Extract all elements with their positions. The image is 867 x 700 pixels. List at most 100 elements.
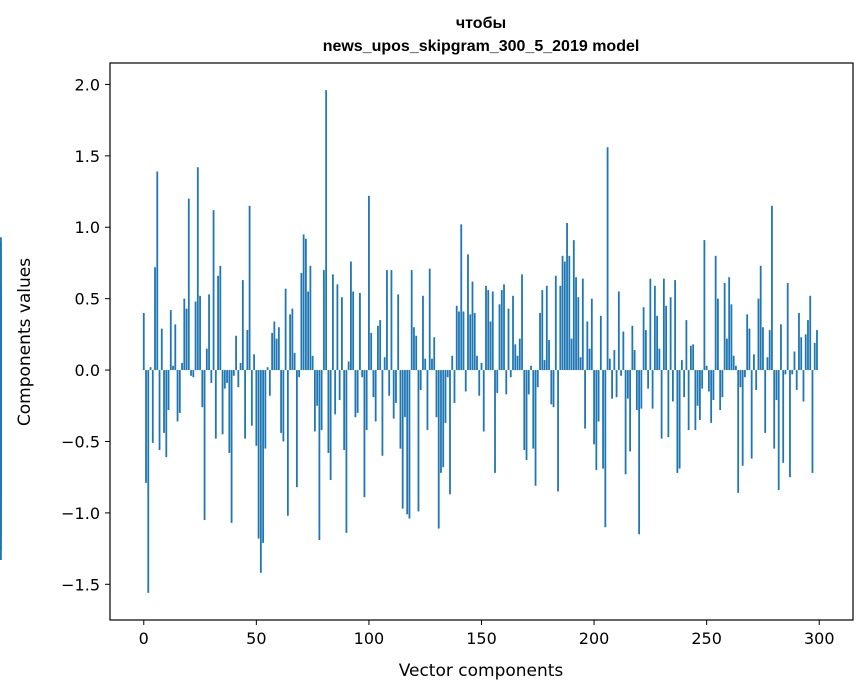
bar-component-73 — [307, 291, 310, 371]
bar-component-295 — [807, 320, 809, 371]
bar-component-152 — [485, 285, 487, 371]
bar-component-undefined — [0, 370, 2, 551]
bar-component-248 — [701, 370, 704, 389]
bar-component-99 — [365, 370, 368, 431]
bar-component-8 — [160, 328, 163, 371]
bar-component-159 — [500, 290, 503, 371]
bar-component-266 — [741, 370, 744, 466]
bar-component-262 — [732, 355, 735, 371]
bar-component-61 — [280, 370, 283, 433]
bar-component-228 — [656, 315, 659, 371]
x-tick-label: 50 — [246, 629, 266, 648]
bar-component-90 — [345, 370, 348, 533]
bar-component-89 — [343, 370, 346, 451]
x-tick-label: 300 — [804, 629, 835, 648]
x-tick-label: 250 — [691, 629, 722, 648]
bar-component-21 — [190, 370, 192, 376]
bar-component-158 — [498, 304, 501, 371]
bar-component-221 — [640, 370, 643, 409]
bar-component-197 — [586, 321, 589, 371]
bar-component-3 — [149, 367, 152, 371]
bar-component-256 — [719, 370, 722, 411]
bar-component-43 — [239, 362, 242, 371]
bar-component-46 — [246, 330, 249, 371]
bar-component-50 — [255, 370, 258, 446]
bar-component-60 — [277, 327, 280, 371]
bar-component-258 — [723, 282, 726, 371]
bar-component-277 — [766, 357, 769, 371]
bar-component-191 — [572, 240, 575, 371]
bar-component-214 — [624, 370, 627, 475]
bar-component-25 — [199, 295, 201, 371]
bar-component-252 — [710, 370, 713, 423]
bar-component-48 — [250, 370, 253, 426]
y-tick-label: −1.5 — [61, 575, 100, 594]
bar-component-224 — [647, 370, 650, 389]
bar-component-12 — [169, 310, 172, 371]
bar-component-132 — [440, 370, 442, 473]
bar-component-121 — [415, 335, 418, 371]
bar-component-20 — [187, 198, 190, 371]
bar-component-179 — [545, 285, 548, 371]
bar-component-119 — [410, 270, 413, 371]
bar-component-4 — [151, 370, 154, 443]
bar-component-227 — [653, 285, 656, 371]
bar-component-71 — [302, 234, 305, 371]
bar-component-1 — [145, 370, 147, 483]
bar-component-237 — [676, 370, 679, 473]
bar-component-249 — [703, 240, 706, 371]
bar-component-253 — [712, 370, 715, 401]
bar-component-36 — [223, 370, 226, 389]
bar-component-189 — [568, 255, 571, 371]
bar-component-111 — [392, 370, 395, 419]
bar-component-198 — [588, 348, 591, 371]
bar-component-175 — [536, 370, 539, 388]
bar-component-164 — [512, 295, 514, 371]
bar-component-137 — [451, 355, 454, 371]
bar-component-120 — [413, 327, 415, 371]
bar-component-77 — [316, 370, 319, 406]
bar-component-272 — [755, 370, 758, 391]
bar-component-92 — [350, 261, 352, 371]
bar-component-289 — [793, 351, 796, 371]
bar-component-94 — [354, 370, 357, 418]
bar-component-88 — [341, 297, 343, 371]
bar-component-5 — [154, 267, 156, 371]
bar-component-91 — [347, 361, 350, 371]
bar-component-254 — [714, 255, 717, 371]
y-axis-ticks: −1.5 −1.0 −0.5 0.0 0.5 1.0 1.5 2.0 — [61, 75, 110, 594]
bar-component-232 — [665, 305, 668, 371]
bar-component-255 — [717, 298, 719, 371]
bar-component-151 — [482, 370, 485, 432]
bar-component-26 — [201, 370, 204, 408]
bar-component-141 — [460, 224, 463, 371]
bar-component-107 — [383, 357, 386, 371]
bar-component-279 — [771, 205, 773, 371]
bar-component-57 — [271, 332, 274, 371]
x-tick-label: 200 — [579, 629, 610, 648]
bar-component-184 — [557, 370, 559, 492]
bar-component-206 — [606, 147, 609, 371]
bar-component-264 — [737, 370, 740, 493]
bar-component-242 — [687, 370, 690, 431]
bar-component-14 — [174, 324, 177, 371]
bars-layer — [0, 90, 818, 593]
bar-component-54 — [264, 370, 267, 449]
y-tick-label: 2.0 — [75, 75, 100, 94]
chart-title: чтобы — [456, 15, 506, 32]
y-axis-label: Components values — [15, 258, 35, 426]
x-tick-label: 150 — [466, 629, 497, 648]
bar-component-33 — [217, 275, 219, 371]
bar-component-6 — [156, 171, 159, 371]
bar-component-201 — [595, 370, 598, 471]
bar-component-282 — [777, 370, 780, 491]
bar-component-216 — [629, 370, 631, 452]
bar-component-16 — [178, 370, 181, 413]
bar-component-87 — [338, 370, 341, 401]
bar-component-207 — [608, 358, 611, 371]
bar-component-63 — [284, 288, 287, 371]
bar-component-42 — [237, 370, 240, 388]
bar-component-39 — [230, 370, 233, 523]
bar-component-283 — [780, 324, 782, 371]
